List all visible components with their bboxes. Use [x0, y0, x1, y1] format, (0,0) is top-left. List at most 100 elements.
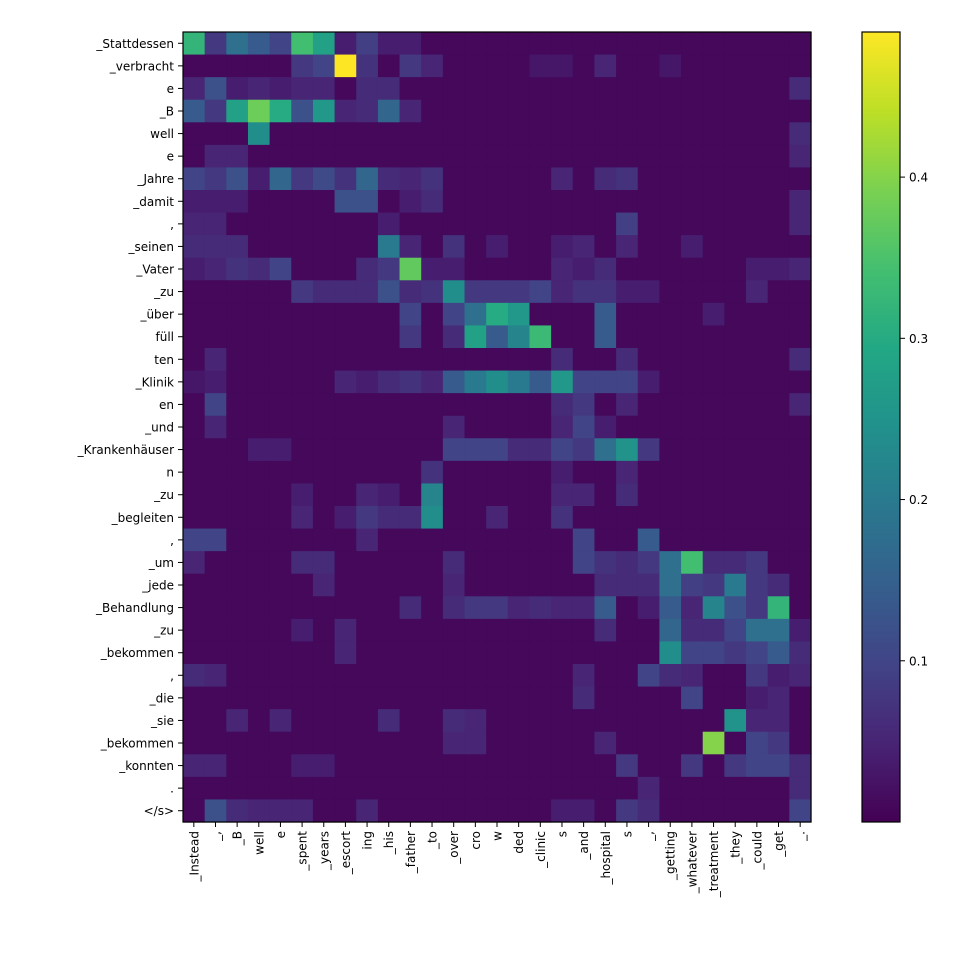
heatmap-cell	[681, 77, 704, 101]
heatmap-cell	[356, 776, 379, 801]
heatmap-cell	[226, 754, 249, 778]
heatmap-cell	[226, 257, 249, 281]
heatmap-cell	[204, 280, 227, 304]
heatmap-cell	[681, 257, 704, 281]
heatmap-cell	[312, 506, 336, 530]
heatmap-cell	[572, 167, 596, 191]
heatmap-cell	[702, 754, 725, 778]
heatmap-cell	[399, 144, 422, 169]
heatmap-cell	[702, 483, 725, 507]
heatmap-cell	[594, 32, 617, 56]
heatmap-cell	[183, 551, 206, 575]
heatmap-cell	[247, 483, 271, 507]
heatmap-cell	[204, 776, 227, 801]
heatmap-cell	[464, 370, 487, 394]
heatmap-cell	[421, 415, 444, 439]
heatmap-cell	[399, 167, 422, 191]
heatmap-cell	[421, 167, 444, 191]
heatmap-cell	[616, 641, 639, 665]
heatmap-cell	[442, 77, 466, 101]
heatmap-cell	[312, 370, 336, 394]
heatmap-cell	[789, 438, 812, 462]
heatmap-cell	[464, 641, 487, 665]
heatmap-cell	[421, 618, 444, 643]
y-tick-label: _bekommen	[100, 737, 174, 751]
heatmap-cell	[681, 393, 704, 417]
y-tick-label: _B	[159, 105, 174, 119]
heatmap-cell	[312, 122, 336, 146]
heatmap-cell	[507, 573, 531, 597]
heatmap-cell	[421, 144, 444, 169]
heatmap-cell	[312, 144, 336, 169]
heatmap-cell	[767, 167, 790, 191]
y-tick-label: _zu	[153, 488, 174, 502]
heatmap-cell	[377, 212, 401, 236]
heatmap-cell	[681, 551, 704, 575]
heatmap-cell	[269, 190, 292, 214]
heatmap-cell	[681, 122, 704, 146]
heatmap-cell	[637, 573, 661, 597]
heatmap-cell	[551, 280, 574, 304]
heatmap-cell	[312, 641, 336, 665]
heatmap-cell	[334, 32, 357, 56]
heatmap-cell	[377, 415, 401, 439]
heatmap-cell	[529, 528, 552, 552]
heatmap-cell	[334, 438, 357, 462]
y-tick-label: ,	[170, 669, 174, 683]
heatmap-cell	[356, 709, 379, 733]
heatmap-cell	[291, 122, 314, 146]
heatmap-cell	[594, 641, 617, 665]
heatmap-cell	[594, 483, 617, 507]
heatmap-cell	[637, 551, 661, 575]
heatmap-cell	[377, 754, 401, 778]
heatmap-cell	[204, 618, 227, 643]
heatmap-cell	[507, 212, 531, 236]
heatmap-cell	[789, 280, 812, 304]
heatmap-cell	[659, 641, 682, 665]
heatmap-cell	[399, 77, 422, 101]
heatmap-cell	[507, 618, 531, 643]
heatmap-cell	[594, 731, 617, 755]
heatmap-cell	[399, 32, 422, 56]
heatmap-cell	[746, 551, 769, 575]
heatmap-cell	[551, 212, 574, 236]
heatmap-cell	[421, 302, 444, 327]
heatmap-cell	[442, 257, 466, 281]
heatmap-cell	[356, 528, 379, 552]
heatmap-cell	[247, 573, 271, 597]
heatmap-cell	[204, 460, 227, 485]
heatmap-cell	[746, 190, 769, 214]
heatmap-cell	[226, 325, 249, 349]
heatmap-cell	[183, 257, 206, 281]
heatmap-cell	[226, 483, 249, 507]
heatmap-cell	[399, 212, 422, 236]
heatmap-cell	[637, 776, 661, 801]
heatmap-cell	[637, 302, 661, 327]
heatmap-cell	[399, 709, 422, 733]
heatmap-cell	[507, 709, 531, 733]
heatmap-cell	[312, 77, 336, 101]
heatmap-cell	[356, 302, 379, 327]
heatmap-cell	[247, 641, 271, 665]
heatmap-cell	[312, 235, 336, 259]
heatmap-cell	[312, 731, 336, 755]
heatmap-cell	[486, 348, 509, 372]
heatmap-cell	[594, 167, 617, 191]
heatmap-cell	[637, 370, 661, 394]
heatmap-cell	[702, 460, 725, 485]
heatmap-cell	[334, 370, 357, 394]
heatmap-cell	[399, 302, 422, 327]
heatmap-cell	[616, 506, 639, 530]
heatmap-cell	[789, 483, 812, 507]
heatmap-cell	[291, 325, 314, 349]
heatmap-cell	[312, 754, 336, 778]
heatmap-cell	[291, 618, 314, 643]
heatmap-cell	[486, 686, 509, 710]
x-axis: _Instead _, _B well e _spent _years _escort ing _…	[187, 822, 808, 898]
heatmap-cell	[507, 415, 531, 439]
heatmap-cell	[204, 393, 227, 417]
heatmap-cell	[291, 280, 314, 304]
heatmap-cell	[572, 190, 596, 214]
heatmap-cell	[356, 32, 379, 56]
heatmap-cell	[204, 731, 227, 755]
